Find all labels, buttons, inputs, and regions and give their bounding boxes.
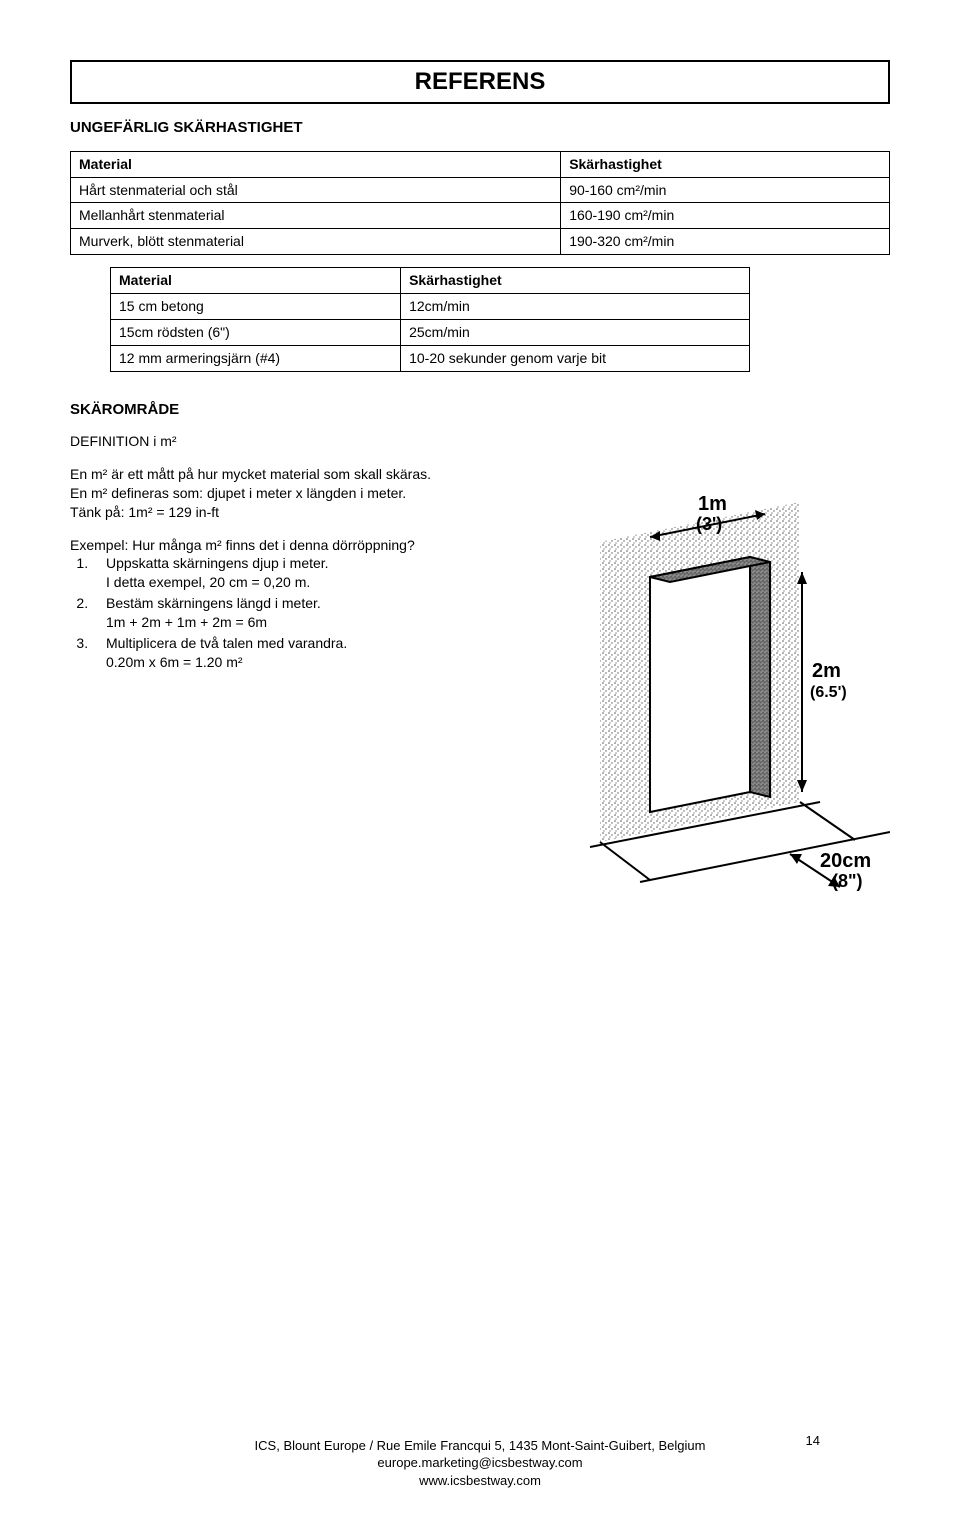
text-column: DEFINITION i m² En m² är ett mått på hur… xyxy=(70,432,566,674)
text-line: Tänk på: 1m² = 129 in-ft xyxy=(70,504,219,520)
title-box: REFERENS xyxy=(70,60,890,104)
cell: 10-20 sekunder genom varje bit xyxy=(401,345,750,371)
page-footer: ICS, Blount Europe / Rue Emile Francqui … xyxy=(70,1437,890,1490)
table-row: 15cm rödsten (6") 25cm/min xyxy=(111,319,750,345)
cell: 12 mm armeringsjärn (#4) xyxy=(111,345,401,371)
text-line: Multiplicera de två talen med varandra. xyxy=(106,635,347,651)
dim-bottom-label: 20cm xyxy=(820,850,871,872)
text-line: Uppskatta skärningens djup i meter. xyxy=(106,555,329,571)
section2-heading: SKÄROMRÅDE xyxy=(70,400,890,420)
cell: 190-320 cm²/min xyxy=(561,229,890,255)
table-row: Material Skärhastighet xyxy=(71,151,890,177)
table-material-speed-1: Material Skärhastighet Hårt stenmaterial… xyxy=(70,151,890,256)
table-row: Mellanhårt stenmaterial 160-190 cm²/min xyxy=(71,203,890,229)
cell: 160-190 cm²/min xyxy=(561,203,890,229)
text-line: En m² är ett mått på hur mycket material… xyxy=(70,466,431,482)
section1-heading: UNGEFÄRLIG SKÄRHASTIGHET xyxy=(70,118,890,138)
list-item: Uppskatta skärningens djup i meter. I de… xyxy=(92,554,566,592)
dim-right-label: 2m xyxy=(812,660,841,682)
cell: 90-160 cm²/min xyxy=(561,177,890,203)
door-opening-diagram: 1m (3') 2m (6.5') 20cm (8") xyxy=(590,472,890,912)
cell: 15cm rödsten (6") xyxy=(111,319,401,345)
cell: Hårt stenmaterial och stål xyxy=(71,177,561,203)
dim-top-sub: (3') xyxy=(696,514,722,534)
text-line: Bestäm skärningens längd i meter. xyxy=(106,595,321,611)
cell: Mellanhårt stenmaterial xyxy=(71,203,561,229)
content-row: DEFINITION i m² En m² är ett mått på hur… xyxy=(70,432,890,917)
page-title: REFERENS xyxy=(82,66,878,98)
text-line: I detta exempel, 20 cm = 0,20 m. xyxy=(106,574,310,590)
page-number: 14 xyxy=(806,1432,820,1450)
text-line: 1m + 2m + 1m + 2m = 6m xyxy=(106,614,267,630)
table-row: 15 cm betong 12cm/min xyxy=(111,294,750,320)
footer-line: europe.marketing@icsbestway.com xyxy=(70,1454,890,1472)
cell: 12cm/min xyxy=(401,294,750,320)
text-line: En m² defineras som: djupet i meter x lä… xyxy=(70,485,406,501)
paragraph-definition: En m² är ett mått på hur mycket material… xyxy=(70,465,550,522)
definition-heading: DEFINITION i m² xyxy=(70,432,566,451)
col-header: Skärhastighet xyxy=(561,151,890,177)
cell: Murverk, blött stenmaterial xyxy=(71,229,561,255)
diagram-column: 1m (3') 2m (6.5') 20cm (8") xyxy=(590,472,890,917)
cell: 15 cm betong xyxy=(111,294,401,320)
cell: 25cm/min xyxy=(401,319,750,345)
footer-line: www.icsbestway.com xyxy=(70,1472,890,1490)
table-row: Hårt stenmaterial och stål 90-160 cm²/mi… xyxy=(71,177,890,203)
list-item: Bestäm skärningens längd i meter. 1m + 2… xyxy=(92,594,566,632)
col-header: Skärhastighet xyxy=(401,268,750,294)
table-row: 12 mm armeringsjärn (#4) 10-20 sekunder … xyxy=(111,345,750,371)
col-header: Material xyxy=(111,268,401,294)
table-row: Material Skärhastighet xyxy=(111,268,750,294)
table-material-speed-2: Material Skärhastighet 15 cm betong 12cm… xyxy=(110,267,750,372)
dim-right-sub: (6.5') xyxy=(810,684,847,701)
dim-bottom-sub: (8") xyxy=(832,871,863,891)
col-header: Material xyxy=(71,151,561,177)
steps-list: Uppskatta skärningens djup i meter. I de… xyxy=(92,554,566,671)
table-row: Murverk, blött stenmaterial 190-320 cm²/… xyxy=(71,229,890,255)
text-line: 0.20m x 6m = 1.20 m² xyxy=(106,654,243,670)
example-intro: Exempel: Hur många m² finns det i denna … xyxy=(70,536,566,555)
list-item: Multiplicera de två talen med varandra. … xyxy=(92,634,566,672)
dim-top-label: 1m xyxy=(698,493,727,515)
footer-line: ICS, Blount Europe / Rue Emile Francqui … xyxy=(70,1437,890,1455)
